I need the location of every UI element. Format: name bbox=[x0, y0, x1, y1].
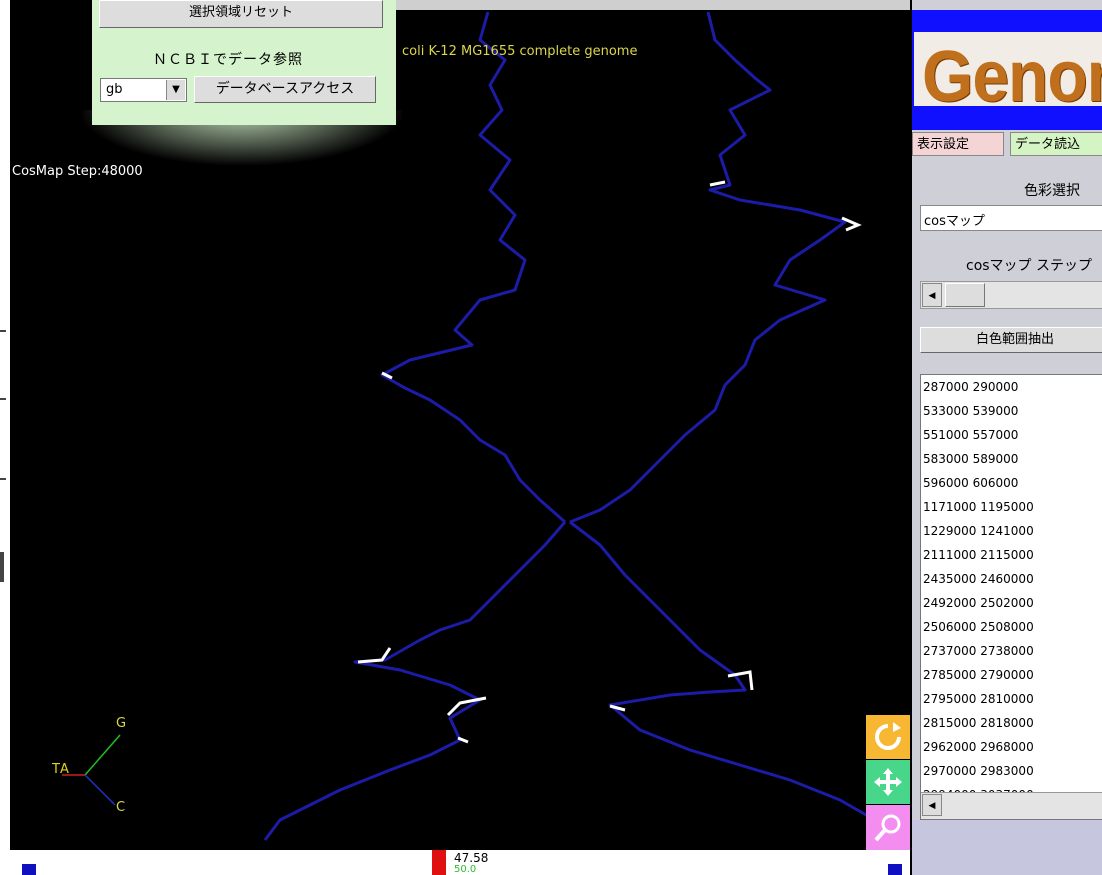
white-region bbox=[446, 696, 487, 717]
axis-label-g: G bbox=[116, 716, 127, 731]
range-list-item[interactable]: 287000 290000 bbox=[923, 380, 1019, 394]
range-list-item[interactable]: 2737000 2738000 bbox=[923, 644, 1034, 658]
rotate-tool-button[interactable] bbox=[866, 715, 910, 759]
ncbi-label: ＮＣＢＩでデータ参照 bbox=[153, 52, 303, 68]
range-list-item[interactable]: 533000 539000 bbox=[923, 404, 1019, 418]
axis-c-line bbox=[84, 774, 116, 806]
white-range-list[interactable]: 287000 290000 533000 539000 551000 557000 5… bbox=[920, 374, 1102, 820]
range-rows: 287000 290000 533000 539000 551000 557000 5… bbox=[921, 375, 1102, 807]
axis-label-t: T bbox=[52, 762, 60, 777]
database-access-button[interactable]: データベースアクセス bbox=[194, 76, 376, 103]
position-marker[interactable] bbox=[432, 850, 446, 875]
white-region bbox=[457, 736, 469, 744]
axis-label-a: A bbox=[60, 762, 69, 777]
step-slider[interactable]: ◀ bbox=[920, 281, 1102, 309]
tab-display-settings[interactable]: 表示設定 bbox=[912, 132, 1004, 156]
walk-strand-left-upper bbox=[380, 11, 566, 524]
slider-thumb[interactable] bbox=[945, 283, 985, 307]
axis-label-c: C bbox=[116, 800, 126, 815]
color-select[interactable]: cosマップ bbox=[920, 205, 1102, 231]
right-settings-panel: Genome 表示設定 データ読込 色彩選択 cosマップ cosマップ ステッ… bbox=[912, 0, 1102, 875]
range-list-item[interactable]: 2815000 2818000 bbox=[923, 716, 1034, 730]
range-list-item[interactable]: 2785000 2790000 bbox=[923, 668, 1034, 682]
edge-mark bbox=[0, 552, 4, 582]
highlighted-regions bbox=[357, 180, 862, 744]
walk-strand-left-lower bbox=[263, 521, 567, 841]
dna-walk-plot bbox=[62, 11, 876, 841]
range-list-item[interactable]: 2111000 2115000 bbox=[923, 548, 1034, 562]
move-tool-button[interactable] bbox=[866, 760, 910, 804]
reset-selection-button[interactable]: 選択領域リセット bbox=[99, 0, 383, 28]
database-select[interactable]: gb ▼ bbox=[100, 78, 187, 102]
range-list-item[interactable]: 2795000 2810000 bbox=[923, 692, 1034, 706]
white-range-extract-button[interactable]: 白色範囲抽出 bbox=[920, 327, 1102, 353]
range-list-item[interactable]: 2435000 2460000 bbox=[923, 572, 1034, 586]
chevron-down-icon[interactable]: ▼ bbox=[166, 80, 185, 100]
bar-left-marker bbox=[22, 864, 36, 875]
cosmap-step-label: CosMap Step:48000 bbox=[12, 164, 143, 179]
white-region bbox=[727, 670, 754, 691]
walk-strand-right-upper bbox=[569, 11, 847, 524]
range-list-item[interactable]: 2506000 2508000 bbox=[923, 620, 1034, 634]
genome-title: coli K-12 MG1655 complete genome bbox=[402, 44, 638, 59]
slider-left-arrow-icon[interactable]: ◀ bbox=[922, 283, 942, 307]
tab-data-load[interactable]: データ読込 bbox=[1010, 132, 1102, 156]
color-select-label: 色彩選択 bbox=[1024, 183, 1080, 199]
white-region bbox=[841, 216, 862, 232]
axis-g-line bbox=[84, 734, 121, 776]
range-list-item[interactable]: 596000 606000 bbox=[923, 476, 1019, 490]
white-region bbox=[709, 180, 726, 187]
range-list-item[interactable]: 1171000 1195000 bbox=[923, 500, 1034, 514]
axis-gizmo bbox=[62, 734, 121, 806]
bar-right-marker bbox=[888, 864, 902, 875]
right-panel-footer bbox=[912, 820, 1102, 875]
range-list-item[interactable]: 2492000 2502000 bbox=[923, 596, 1034, 610]
database-select-value: gb bbox=[106, 82, 123, 97]
top-strip bbox=[395, 0, 910, 10]
white-region bbox=[381, 371, 393, 380]
edge-tick bbox=[0, 330, 6, 332]
range-list-item[interactable]: 583000 589000 bbox=[923, 452, 1019, 466]
gc-skew-bar[interactable]: 47.58 50.0 bbox=[10, 850, 910, 875]
left-edge-strip bbox=[0, 0, 10, 875]
edge-tick bbox=[0, 398, 6, 400]
range-list-item[interactable]: 2970000 2983000 bbox=[923, 764, 1034, 778]
scroll-left-arrow-icon[interactable]: ◀ bbox=[922, 794, 942, 816]
walk-strand-right-lower bbox=[569, 520, 876, 822]
position-value: 47.58 bbox=[454, 851, 489, 865]
logo-box bbox=[914, 32, 1102, 106]
step-label: cosマップ ステップ bbox=[966, 258, 1093, 274]
range-list-item[interactable]: 551000 557000 bbox=[923, 428, 1019, 442]
zoom-icon bbox=[874, 814, 901, 841]
white-region bbox=[609, 704, 626, 712]
app-logo: Genome bbox=[922, 35, 1102, 117]
range-list-scrollbar[interactable]: ◀ bbox=[921, 792, 1102, 819]
range-list-item[interactable]: 1229000 1241000 bbox=[923, 524, 1034, 538]
edge-tick bbox=[0, 478, 6, 480]
move-icon bbox=[874, 768, 902, 796]
rotate-icon bbox=[875, 722, 901, 750]
position-sub-value: 50.0 bbox=[454, 864, 477, 875]
zoom-tool-button[interactable] bbox=[866, 805, 910, 850]
range-list-item[interactable]: 2962000 2968000 bbox=[923, 740, 1034, 754]
white-region bbox=[357, 647, 392, 664]
